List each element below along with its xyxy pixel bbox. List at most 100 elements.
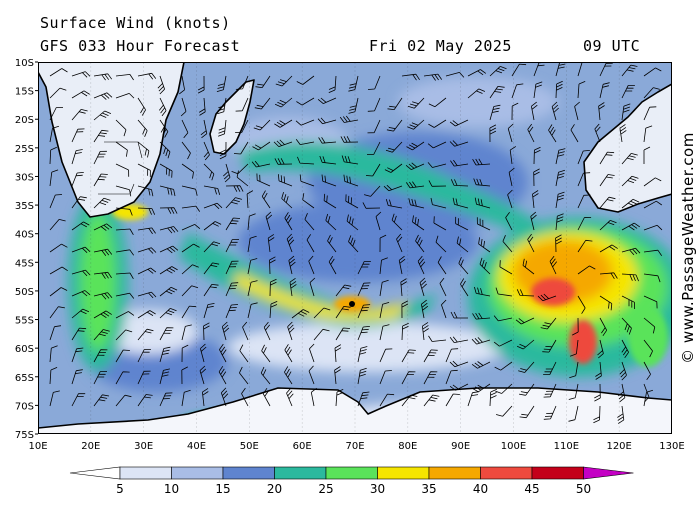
wind-barb <box>93 271 112 279</box>
wind-barb <box>302 193 315 209</box>
wind-barb <box>599 151 615 165</box>
wind-barb <box>275 75 293 87</box>
wind-barb <box>284 212 293 231</box>
wind-barb <box>252 141 271 151</box>
wind-barb <box>93 371 107 385</box>
wind-barb <box>49 367 58 385</box>
wind-barb <box>317 117 337 125</box>
wind-barb <box>357 282 371 297</box>
longitude-label: 40E <box>187 441 206 452</box>
wind-barb <box>274 158 293 165</box>
wind-barb <box>494 361 513 371</box>
wind-barb <box>401 394 418 407</box>
wind-barb <box>593 405 601 424</box>
wind-barb <box>555 234 562 253</box>
wind-barb <box>71 327 87 341</box>
latitude-label: 70S <box>15 401 34 412</box>
wind-barb <box>180 97 187 117</box>
legend-swatch <box>119 466 172 480</box>
longitude-label: 120E <box>606 441 631 452</box>
wind-barb <box>522 258 535 275</box>
wind-barb <box>533 81 543 99</box>
wind-barb <box>428 180 447 187</box>
wind-barb <box>555 62 566 77</box>
wind-barb <box>93 73 113 81</box>
wind-barb <box>49 306 65 319</box>
wind-barb <box>317 97 337 104</box>
wind-barb <box>643 339 653 358</box>
wind-barb <box>295 139 315 145</box>
latitude-label: 45S <box>15 258 34 269</box>
wind-barb <box>405 162 425 170</box>
legend-label: 45 <box>524 482 539 496</box>
wind-barb <box>286 387 294 407</box>
wind-barb <box>203 202 223 210</box>
wind-barb <box>643 361 651 381</box>
wind-barb <box>643 249 663 257</box>
wind-barb <box>49 325 62 341</box>
wind-barb <box>157 75 165 95</box>
wind-barb <box>445 369 458 385</box>
wind-barb <box>159 207 178 214</box>
wind-barb <box>548 124 557 143</box>
wind-barb <box>225 185 244 192</box>
wind-barb <box>357 391 370 407</box>
latitude-label: 20S <box>15 115 34 126</box>
wind-barb <box>533 146 541 165</box>
wind-barb <box>71 369 83 385</box>
wind-barb <box>423 349 438 363</box>
wind-barb <box>49 169 59 187</box>
longitude-label: 110E <box>554 441 579 452</box>
wind-barb <box>643 106 657 121</box>
wind-barbs <box>49 62 663 424</box>
wind-barb <box>412 215 425 231</box>
wind-barb <box>335 306 351 319</box>
wind-barb <box>574 101 580 121</box>
wind-barb <box>445 348 459 363</box>
wind-barb <box>49 125 60 143</box>
wind-barb <box>231 163 249 175</box>
wind-barb <box>218 119 227 137</box>
credit-watermark: © www.PassageWeather.com <box>676 62 700 434</box>
wind-barb <box>71 246 91 253</box>
wind-barb <box>430 197 447 209</box>
wind-barb <box>489 388 497 407</box>
wind-barb <box>367 141 381 155</box>
wind-barb <box>181 205 201 212</box>
wind-barb <box>137 349 151 363</box>
wind-barb <box>253 119 271 131</box>
wind-barb <box>398 255 406 275</box>
wind-barb <box>379 257 388 275</box>
wind-barb <box>598 102 605 121</box>
wind-barb <box>246 190 254 209</box>
wind-barb <box>407 97 425 109</box>
wind-barb <box>181 285 199 297</box>
wind-barb <box>643 295 658 309</box>
wind-barb <box>223 163 231 183</box>
wind-barb <box>384 163 403 173</box>
latitude-label: 25S <box>15 144 34 155</box>
wind-barb <box>577 81 586 99</box>
longitude-label: 130E <box>659 441 684 452</box>
wind-barb <box>367 119 381 134</box>
wind-barb <box>203 284 219 297</box>
wind-barb <box>261 344 271 363</box>
wind-barb <box>49 68 68 77</box>
longitude-label: 60E <box>293 441 312 452</box>
wind-barb <box>458 257 469 275</box>
wind-barb <box>532 190 539 209</box>
wind-barb <box>200 343 207 363</box>
wind-barb <box>291 309 310 319</box>
wind-barb <box>467 69 487 77</box>
wind-barb <box>313 307 331 319</box>
wind-barb <box>115 249 135 256</box>
wind-barb <box>419 277 427 297</box>
forecast-date: Fri 02 May 2025 <box>369 37 512 55</box>
wind-barb <box>335 389 344 407</box>
longitude-label: 70E <box>345 441 364 452</box>
wind-barb <box>543 405 557 420</box>
wind-barb <box>577 150 590 165</box>
wind-barb <box>396 233 403 253</box>
wind-barb <box>551 101 559 121</box>
wind-barb <box>569 361 579 379</box>
